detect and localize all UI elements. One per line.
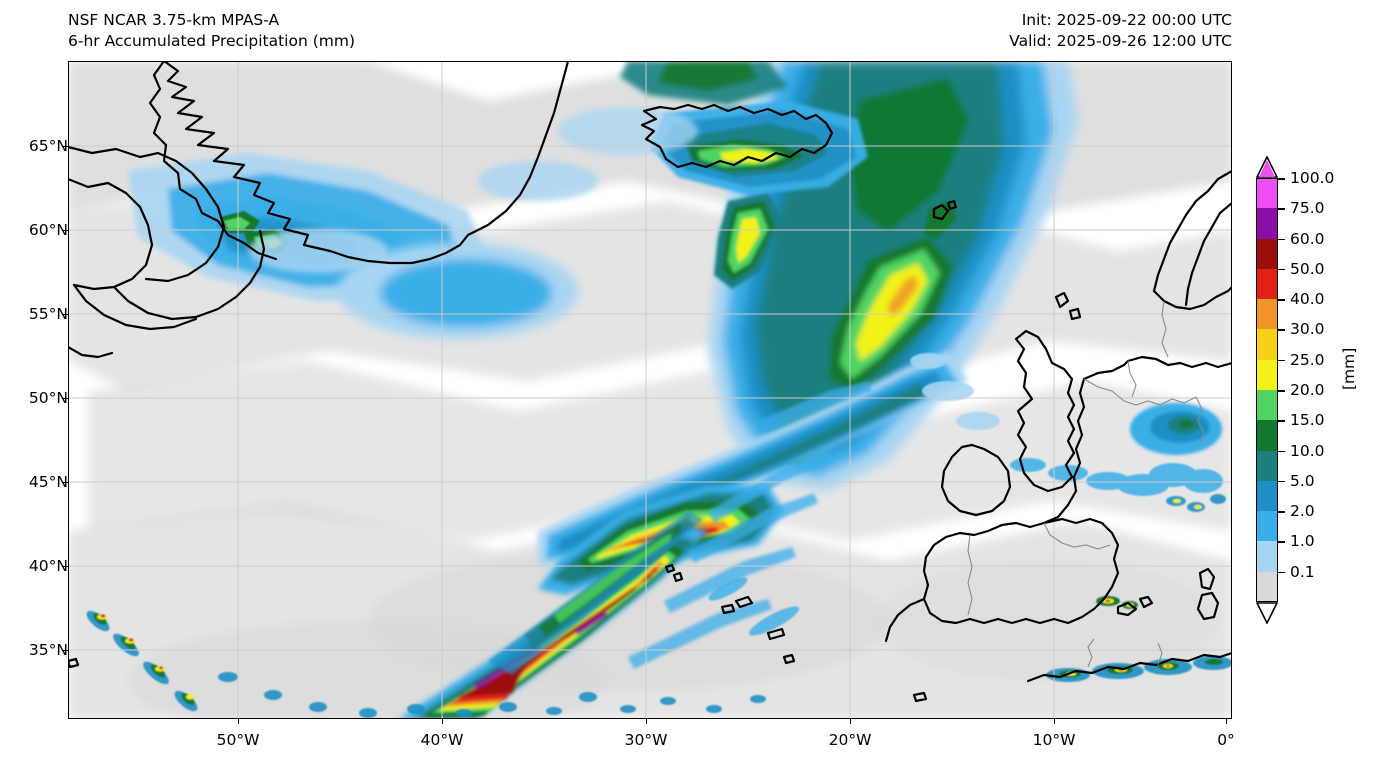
colorbar-band [1256,178,1278,209]
colorbar-extend-max [1255,155,1279,178]
field-name: 6-hr Accumulated Precipitation (mm) [68,32,355,50]
xtick-label: 40°W [420,731,464,749]
ytick-label: 60°N [28,221,68,239]
colorbar-tick-label: 10.0 [1290,441,1325,460]
colorbar-tick-label: 50.0 [1290,259,1325,278]
colorbar-band [1256,359,1278,391]
colorbar-tick [1278,480,1285,483]
colorbar-tick [1278,359,1285,362]
colorbar-tick [1278,511,1285,513]
colorbar-tick-label: 1.0 [1290,532,1315,551]
model-name: NSF NCAR 3.75-km MPAS-A [68,11,280,29]
colorbar-tick [1278,329,1285,331]
colorbar-band [1256,268,1278,300]
colorbar-title: [mm] [1340,347,1358,390]
map-gridlines [68,61,1232,719]
ytick-label: 65°N [28,137,68,155]
xtick-label: 20°W [828,731,872,749]
colorbar-band [1256,541,1278,573]
xtick-label: 50°W [216,731,260,749]
colorbar-band [1256,420,1278,452]
colorbar-tick-label: 15.0 [1290,411,1325,430]
colorbar-tick-label: 40.0 [1290,290,1325,309]
colorbar[interactable] [1256,178,1278,603]
colorbar-band [1256,208,1278,240]
colorbar-tick [1278,541,1285,543]
colorbar-band [1256,390,1278,421]
colorbar-tick-label: 60.0 [1290,229,1325,248]
init-time: Init: 2025-09-22 00:00 UTC [1021,11,1232,29]
xtick-label: 0° [1217,731,1235,749]
colorbar-tick-label: 25.0 [1290,350,1325,369]
colorbar-tick [1278,268,1285,271]
colorbar-extend-min [1255,602,1279,625]
colorbar-tick [1278,299,1285,301]
model-header: NSF NCAR 3.75-km MPAS-A 6-hr Accumulated… [68,10,355,52]
colorbar-tick-label: 0.1 [1290,562,1315,581]
colorbar-tick-label: 2.0 [1290,502,1315,521]
colorbar-band [1256,571,1278,603]
ytick-label: 35°N [28,641,68,659]
colorbar-tick-label: 30.0 [1290,320,1325,339]
colorbar-band [1256,238,1278,270]
colorbar-tick [1278,420,1285,422]
colorbar-tick-label: 100.0 [1290,169,1335,187]
colorbar-band [1256,299,1278,330]
colorbar-band [1256,450,1278,482]
ytick-label: 55°N [28,305,68,323]
colorbar-tick [1278,238,1285,241]
ytick-label: 50°N [28,389,68,407]
ytick-label: 45°N [28,473,68,491]
colorbar-tick-label: 75.0 [1290,199,1325,218]
coastlines [68,61,1232,719]
colorbar-band [1256,329,1278,361]
colorbar-tick [1278,571,1285,574]
colorbar-tick [1278,390,1285,392]
colorbar-tick-label: 5.0 [1290,471,1315,490]
valid-time: Valid: 2025-09-26 12:00 UTC [1009,32,1232,50]
ytick-label: 40°N [28,557,68,575]
colorbar-tick-label: 20.0 [1290,381,1325,399]
map-axes[interactable] [68,61,1232,719]
colorbar-band [1256,480,1278,512]
time-header: Init: 2025-09-22 00:00 UTC Valid: 2025-0… [1009,10,1232,52]
colorbar-tick [1278,208,1285,210]
xtick-label: 10°W [1032,731,1076,749]
colorbar-tick [1278,450,1285,453]
xtick-label: 30°W [624,731,668,749]
colorbar-band [1256,511,1278,542]
colorbar-tick [1278,178,1285,180]
